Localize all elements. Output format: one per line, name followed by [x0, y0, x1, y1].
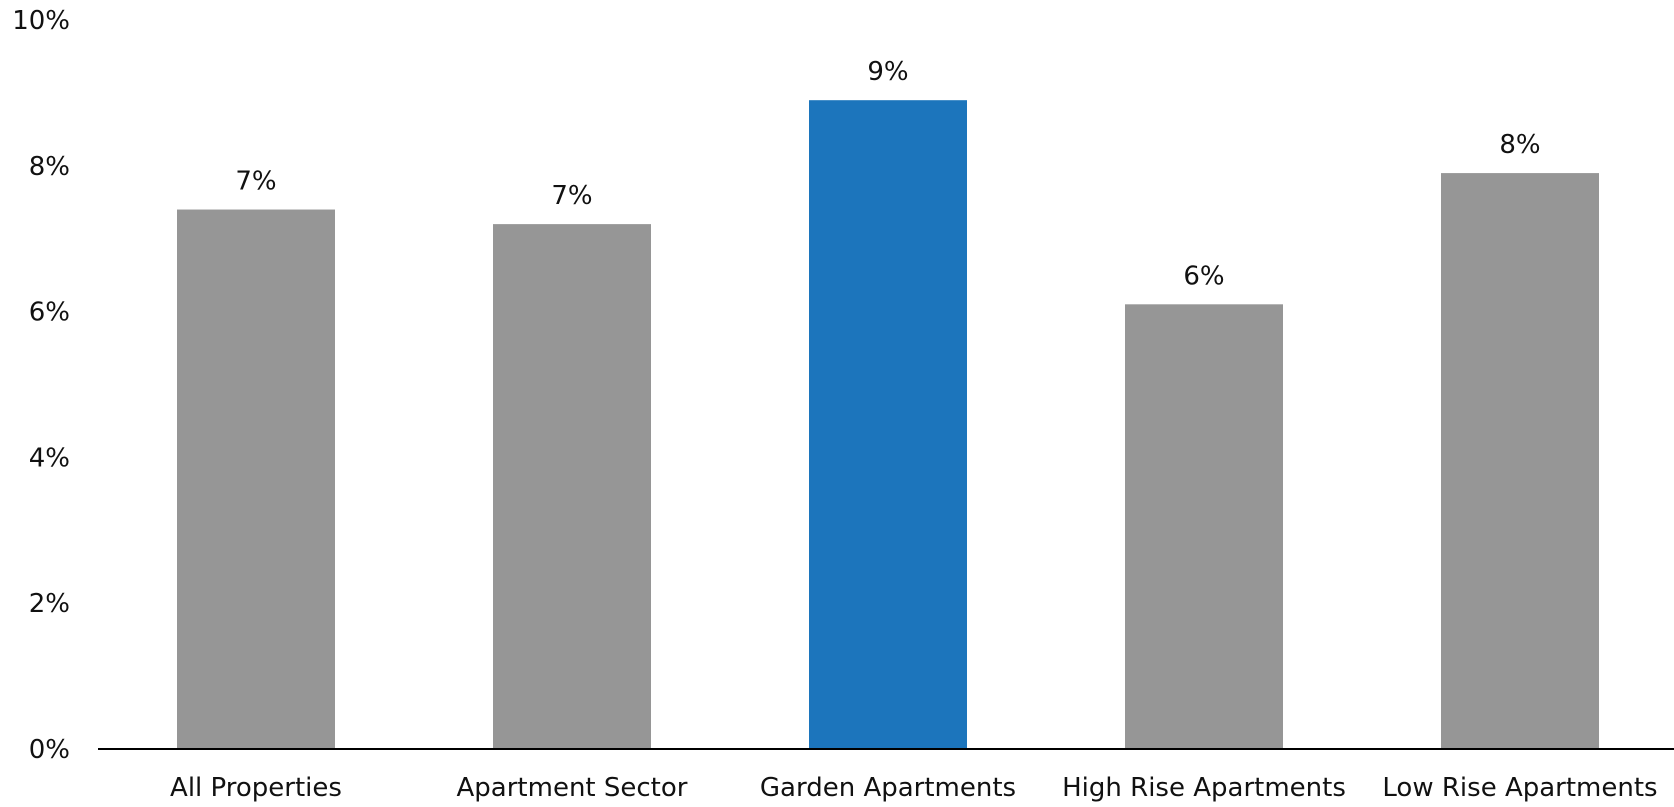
category-label: All Properties: [170, 773, 342, 803]
category-label: High Rise Apartments: [1062, 773, 1346, 803]
data-labels: 7% 7% 9% 6% 8%: [235, 57, 1540, 291]
bar-value-label: 7%: [235, 167, 276, 197]
y-tick-label: 8%: [29, 152, 70, 182]
y-tick-label: 6%: [29, 298, 70, 328]
bar: [809, 100, 967, 749]
bar: [1441, 173, 1599, 750]
category-label: Apartment Sector: [457, 773, 688, 803]
category-label: Garden Apartments: [760, 773, 1016, 803]
y-axis-ticks: 0% 2% 4% 6% 8% 10%: [12, 6, 70, 765]
bar: [493, 224, 651, 749]
bar-value-label: 9%: [867, 57, 908, 87]
bar-value-label: 6%: [1183, 261, 1224, 291]
bar: [177, 209, 335, 750]
y-tick-label: 4%: [29, 443, 70, 473]
category-label: Low Rise Apartments: [1382, 773, 1657, 803]
category-labels: All Properties Apartment Sector Garden Apa…: [170, 773, 1658, 803]
y-tick-label: 0%: [29, 735, 70, 765]
y-tick-label: 10%: [12, 6, 70, 36]
y-tick-label: 2%: [29, 589, 70, 619]
bar: [1125, 304, 1283, 749]
bars: [177, 100, 1599, 750]
bar-value-label: 7%: [551, 181, 592, 211]
bar-value-label: 8%: [1499, 130, 1540, 160]
